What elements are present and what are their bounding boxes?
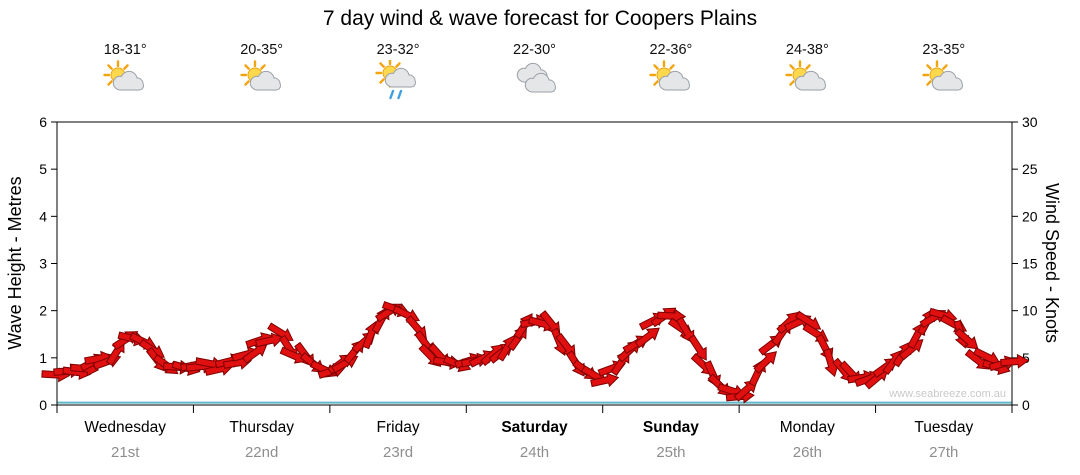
day-temp-range: 22-30° [513,42,556,58]
wind-arrow [954,327,979,350]
axis-tick-label: 0 [39,397,47,413]
sun-cloud-icon [103,60,145,91]
day-date: 23rd [383,444,414,461]
day-name: Friday [376,419,420,436]
day-date: 22nd [244,444,279,461]
day-date: 25th [656,444,686,461]
day-column: 22-36° [603,42,739,111]
day-column: 24-38° [739,42,875,111]
day-temp-range: 18-31° [103,42,147,58]
axis-tick-label: 20 [1022,208,1038,224]
day-name: Tuesday [914,419,974,436]
axis-tick-label: 30 [1022,114,1038,130]
axis-tick-label: 5 [1022,350,1030,366]
wind-arrow [675,316,695,344]
sun-cloud-icon [785,60,827,91]
day-column: 23-35° [876,42,1012,111]
axis-tick-label: 0 [1022,397,1030,413]
day-name: Saturday [501,419,568,436]
wind-arrow [241,343,268,364]
day-name: Thursday [229,419,294,436]
wind-arrow [255,332,285,348]
axis-tick-label: 6 [39,114,47,130]
axis-tick-label: 1 [39,350,47,366]
day-column: 23-32° [330,42,466,111]
day-date: 26th [792,444,822,461]
page-title: 7 day wind & wave forecast for Coopers P… [322,7,758,30]
sun-cloud-icon [649,60,690,91]
axis-tick-label: 15 [1022,256,1038,272]
wind-arrow [590,372,620,388]
day-temp-range: 23-32° [376,42,420,58]
day-temp-range: 23-35° [922,42,966,58]
axis-tick-label: 2 [39,303,47,319]
day-column: 18-31° [57,42,193,111]
wind-arrow [634,327,660,349]
axis-tick-label: 10 [1022,303,1038,319]
day-date: 27th [929,444,959,461]
sun-cloud-rain-icon [375,58,417,100]
wind-arrow [1000,353,1030,369]
day-date: 21st [111,444,140,461]
axis-tick-label: 3 [39,256,47,272]
axis-tick-label: 4 [39,208,47,224]
axis-tick-label: 25 [1022,161,1038,177]
day-date: 24th [519,444,550,461]
day-temp-range: 24-38° [785,42,829,58]
wind-arrow [687,334,707,361]
day-name: Wednesday [84,419,166,436]
day-column: 22-30° [467,42,603,111]
wind-arrow [753,351,777,374]
sun-cloud-icon [922,60,963,91]
axis-tick-label: 5 [39,161,47,177]
watermark: www.seabreeze.com.au [888,388,1006,400]
sun-cloud-icon [239,60,281,91]
day-column: 20-35° [194,42,330,111]
day-temp-range: 22-36° [649,42,693,58]
day-temp-range: 20-35° [240,42,284,58]
day-name: Monday [779,419,835,436]
clouds-icon [516,62,556,93]
wind-arrow [279,346,308,364]
day-name: Sunday [642,419,699,436]
